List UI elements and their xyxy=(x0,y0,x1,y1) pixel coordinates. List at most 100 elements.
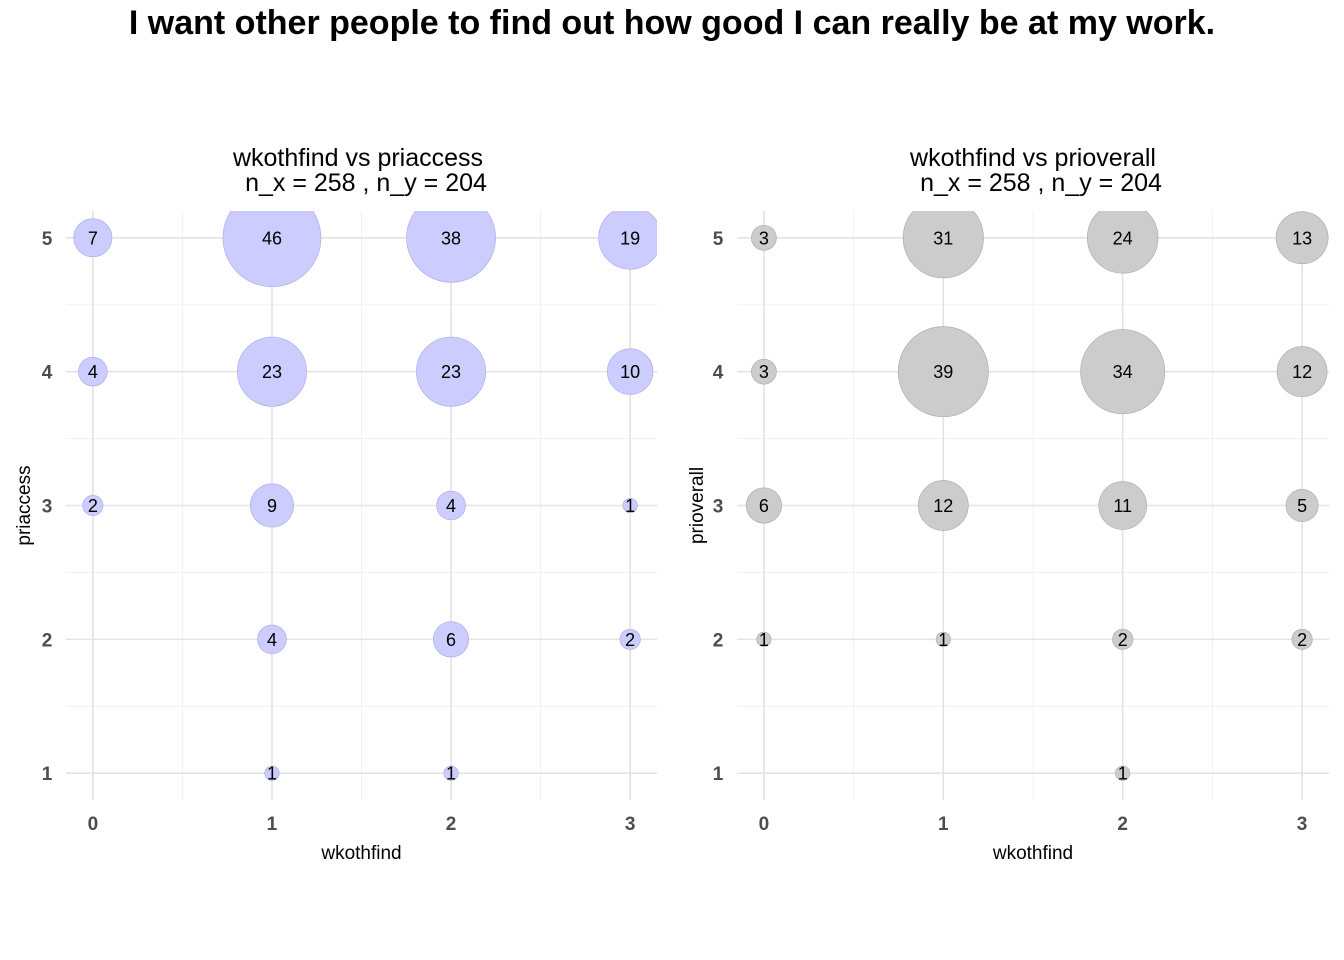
bubble-point xyxy=(436,490,466,521)
y-tick-label: 4 xyxy=(42,363,53,384)
bubble-point xyxy=(619,628,641,650)
y-tick-label: 2 xyxy=(42,630,53,651)
bubble-point xyxy=(745,487,782,524)
x-tick-label: 2 xyxy=(446,814,457,835)
bubble-point xyxy=(78,356,108,387)
x-tick-label: 0 xyxy=(759,814,770,835)
bubble-count-label: 4 xyxy=(88,362,98,382)
panel-subtitle: n_x = 258 , n_y = 204 xyxy=(920,169,1162,197)
bubble-point xyxy=(622,497,638,514)
bubble-count-label: 12 xyxy=(933,496,953,516)
bubble-point xyxy=(1291,628,1313,650)
bubble-count-label: 19 xyxy=(620,228,640,248)
bubble-point xyxy=(897,326,989,418)
bubble-point xyxy=(1098,481,1147,530)
bubble-count-label: 11 xyxy=(1113,496,1132,516)
x-tick-label: 1 xyxy=(938,814,949,835)
bubble-count-label: 5 xyxy=(1297,496,1307,516)
bubble-point xyxy=(433,621,470,658)
bubble-count-label: 39 xyxy=(933,362,953,382)
bubble-count-label: 34 xyxy=(1113,362,1133,382)
bubble-point xyxy=(1115,765,1131,781)
bubble-point xyxy=(237,336,307,407)
bubble-count-label: 38 xyxy=(441,228,461,248)
panel-subtitle: n_x = 258 , n_y = 204 xyxy=(245,169,487,197)
bubble-point xyxy=(222,211,322,288)
x-tick-label: 1 xyxy=(267,814,278,835)
bubble-point xyxy=(598,211,657,270)
bubble-count-label: 2 xyxy=(88,496,98,516)
bubble-count-label: 1 xyxy=(938,630,948,650)
bubble-count-label: 1 xyxy=(446,764,456,784)
bubble-count-label: 13 xyxy=(1292,228,1312,248)
bubble-point xyxy=(1112,628,1134,650)
main-title: I want other people to find out how good… xyxy=(128,4,1216,42)
bubble-count-label: 12 xyxy=(1292,362,1312,382)
x-tick-label: 0 xyxy=(88,814,99,835)
panel-title: wkothfind vs prioverall xyxy=(909,144,1156,172)
bubble-count-label: 1 xyxy=(759,630,769,650)
bubble-count-label: 2 xyxy=(625,630,635,650)
bubble-point xyxy=(902,211,984,279)
x-axis-label: wkothfind xyxy=(320,843,401,864)
y-tick-label: 2 xyxy=(713,630,724,651)
bubble-count-label: 23 xyxy=(262,362,282,382)
bubble-layer xyxy=(73,211,657,781)
x-axis-label: wkothfind xyxy=(992,843,1073,864)
bubble-count-label: 3 xyxy=(759,362,769,382)
y-tick-label: 4 xyxy=(713,363,724,384)
x-tick-label: 3 xyxy=(625,814,636,835)
bubble-point xyxy=(406,211,496,283)
bubble-point xyxy=(1275,211,1329,265)
bubble-count-label: 9 xyxy=(267,496,277,516)
bubble-point xyxy=(249,483,294,528)
y-tick-label: 5 xyxy=(713,229,724,250)
bubble-point xyxy=(751,358,777,385)
bubble-point xyxy=(82,494,104,517)
bubble-point xyxy=(257,624,287,655)
bubble-count-label: 4 xyxy=(446,496,456,516)
bubble-count-label: 23 xyxy=(441,362,461,382)
bubble-count-label: 1 xyxy=(1118,764,1128,784)
bubble-point xyxy=(751,224,777,251)
bubble-count-label: 46 xyxy=(262,228,282,248)
bubble-count-label: 24 xyxy=(1113,228,1133,248)
x-tick-label: 3 xyxy=(1297,814,1308,835)
bubble-count-label: 4 xyxy=(267,630,277,650)
bubble-count-label: 10 xyxy=(620,362,640,382)
bubble-point xyxy=(264,765,280,781)
bubble-point xyxy=(935,631,951,647)
bubble-point xyxy=(443,765,459,781)
y-axis-label: priaccess xyxy=(14,465,35,545)
bubble-count-label: 6 xyxy=(446,630,456,650)
bubble-layer xyxy=(745,211,1329,781)
bubble-point xyxy=(917,480,969,531)
bubble-count-label: 6 xyxy=(759,496,769,516)
bubble-count-label: 2 xyxy=(1118,630,1128,650)
bubble-count-label: 1 xyxy=(267,764,277,784)
bubble-count-label: 2 xyxy=(1297,630,1307,650)
y-tick-label: 3 xyxy=(42,497,53,518)
bubble-point xyxy=(606,348,654,395)
y-tick-label: 3 xyxy=(713,497,724,518)
bubble-count-label: 1 xyxy=(625,496,635,516)
panel-title: wkothfind vs priaccess xyxy=(232,144,483,172)
bubble-count-label: 31 xyxy=(933,228,953,248)
bubble-point xyxy=(756,631,772,647)
y-tick-label: 1 xyxy=(42,764,53,785)
bubble-point xyxy=(1087,211,1159,274)
bubble-point xyxy=(73,218,113,258)
bubble-point xyxy=(1080,329,1166,415)
bubble-point xyxy=(1276,346,1328,397)
y-axis-label: prioverall xyxy=(687,467,708,544)
y-tick-label: 1 xyxy=(713,764,724,785)
bubble-count-label: 3 xyxy=(759,228,769,248)
bubble-point xyxy=(416,336,486,407)
bubble-point xyxy=(1285,489,1319,522)
bubble-count-label: 7 xyxy=(88,228,98,248)
x-tick-label: 2 xyxy=(1117,814,1128,835)
y-tick-label: 5 xyxy=(42,229,53,250)
